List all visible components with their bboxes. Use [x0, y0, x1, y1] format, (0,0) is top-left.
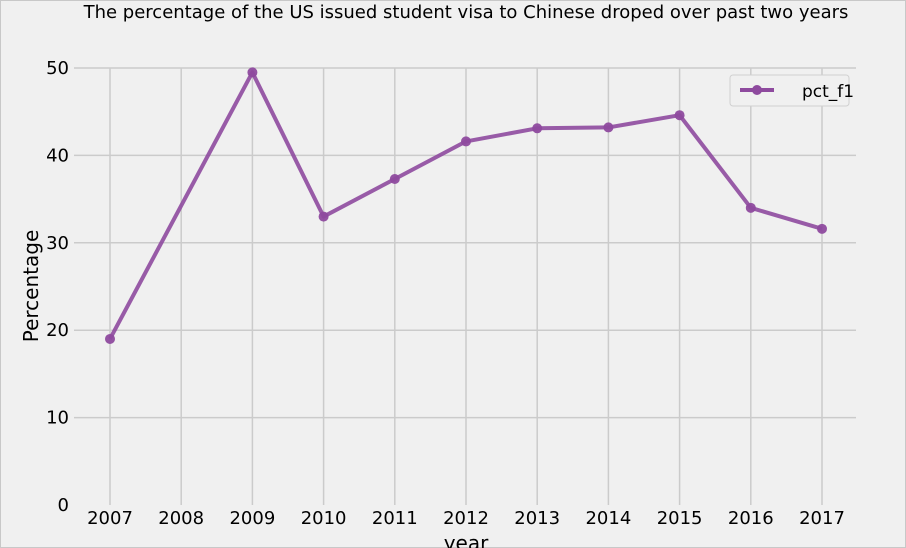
legend-marker [752, 85, 762, 95]
data-point [461, 136, 471, 147]
data-point [389, 173, 400, 184]
series-group [105, 67, 827, 344]
grid-lines [74, 67, 856, 505]
x-tick-label: 2009 [229, 508, 275, 529]
x-tick-label: 2008 [158, 508, 204, 529]
y-tick-label: 40 [46, 145, 69, 166]
x-tick-label: 2012 [443, 508, 489, 529]
y-axis-ticks: 0 10 20 30 40 50 [46, 58, 69, 516]
y-tick-label: 0 [58, 495, 69, 516]
legend-box [729, 74, 850, 107]
x-tick-label: 2017 [799, 508, 845, 529]
legend-label: pct_f1 [802, 82, 854, 102]
data-point [603, 122, 614, 133]
data-point [817, 223, 827, 234]
y-tick-label: 30 [46, 233, 69, 254]
chart-title: The percentage of the US issued student … [83, 2, 849, 23]
x-axis-ticks: 2007 2008 2009 2010 2011 2012 2013 2014 2015 2016… [87, 508, 845, 529]
x-axis-label: year [444, 531, 489, 548]
x-tick-label: 2015 [657, 508, 703, 529]
y-axis-label: Percentage [19, 230, 43, 343]
x-tick-label: 2011 [372, 508, 418, 529]
data-point [745, 202, 756, 213]
x-tick-label: 2013 [514, 508, 560, 529]
legend: pct_f1 [729, 74, 854, 107]
x-tick-label: 2010 [301, 508, 347, 529]
x-tick-label: 2007 [87, 508, 133, 529]
y-tick-label: 20 [46, 320, 69, 341]
y-tick-label: 10 [46, 408, 69, 429]
data-point [318, 211, 329, 222]
x-tick-label: 2016 [728, 508, 774, 529]
data-point [674, 110, 685, 121]
x-tick-label: 2014 [585, 508, 631, 529]
y-tick-label: 50 [46, 58, 69, 79]
data-point [532, 123, 543, 134]
series-line-pct_f1 [108, 70, 823, 340]
data-point [105, 333, 115, 344]
data-point [247, 67, 258, 78]
